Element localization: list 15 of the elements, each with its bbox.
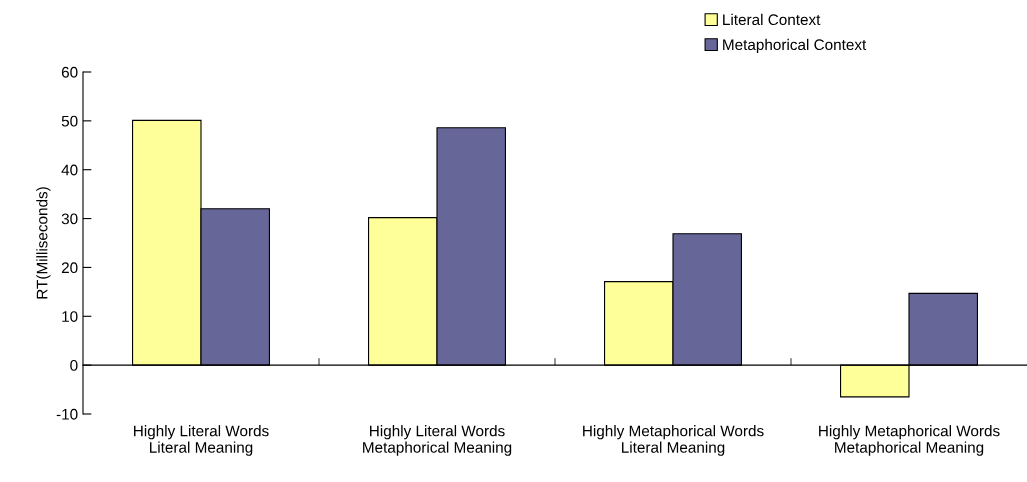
y-tick-label: 40 <box>61 164 78 176</box>
y-tick-label: 50 <box>61 115 78 127</box>
legend-label: Metaphorical Context <box>723 38 867 54</box>
x-tick-label: Highly Literal Words Metaphorical Meaning <box>363 425 512 456</box>
y-axis-title: RT(Milliseconds) <box>36 187 51 299</box>
y-tick-label: 10 <box>62 311 78 322</box>
y-tick-label: -10 <box>56 408 78 420</box>
x-tick-label: Highly Metaphorical Words Literal Meaning <box>583 425 764 456</box>
x-tick-label: Highly Literal Words Literal Meaning <box>134 425 269 456</box>
y-tick-label: 60 <box>61 66 78 78</box>
y-tick-label: 20 <box>61 262 78 274</box>
legend-label: Literal Context <box>723 13 821 26</box>
y-tick-label: 0 <box>70 360 78 371</box>
y-tick-label: 30 <box>61 213 78 225</box>
x-tick-label: Highly Metaphorical Words Metaphorical Meaning <box>819 425 1000 456</box>
